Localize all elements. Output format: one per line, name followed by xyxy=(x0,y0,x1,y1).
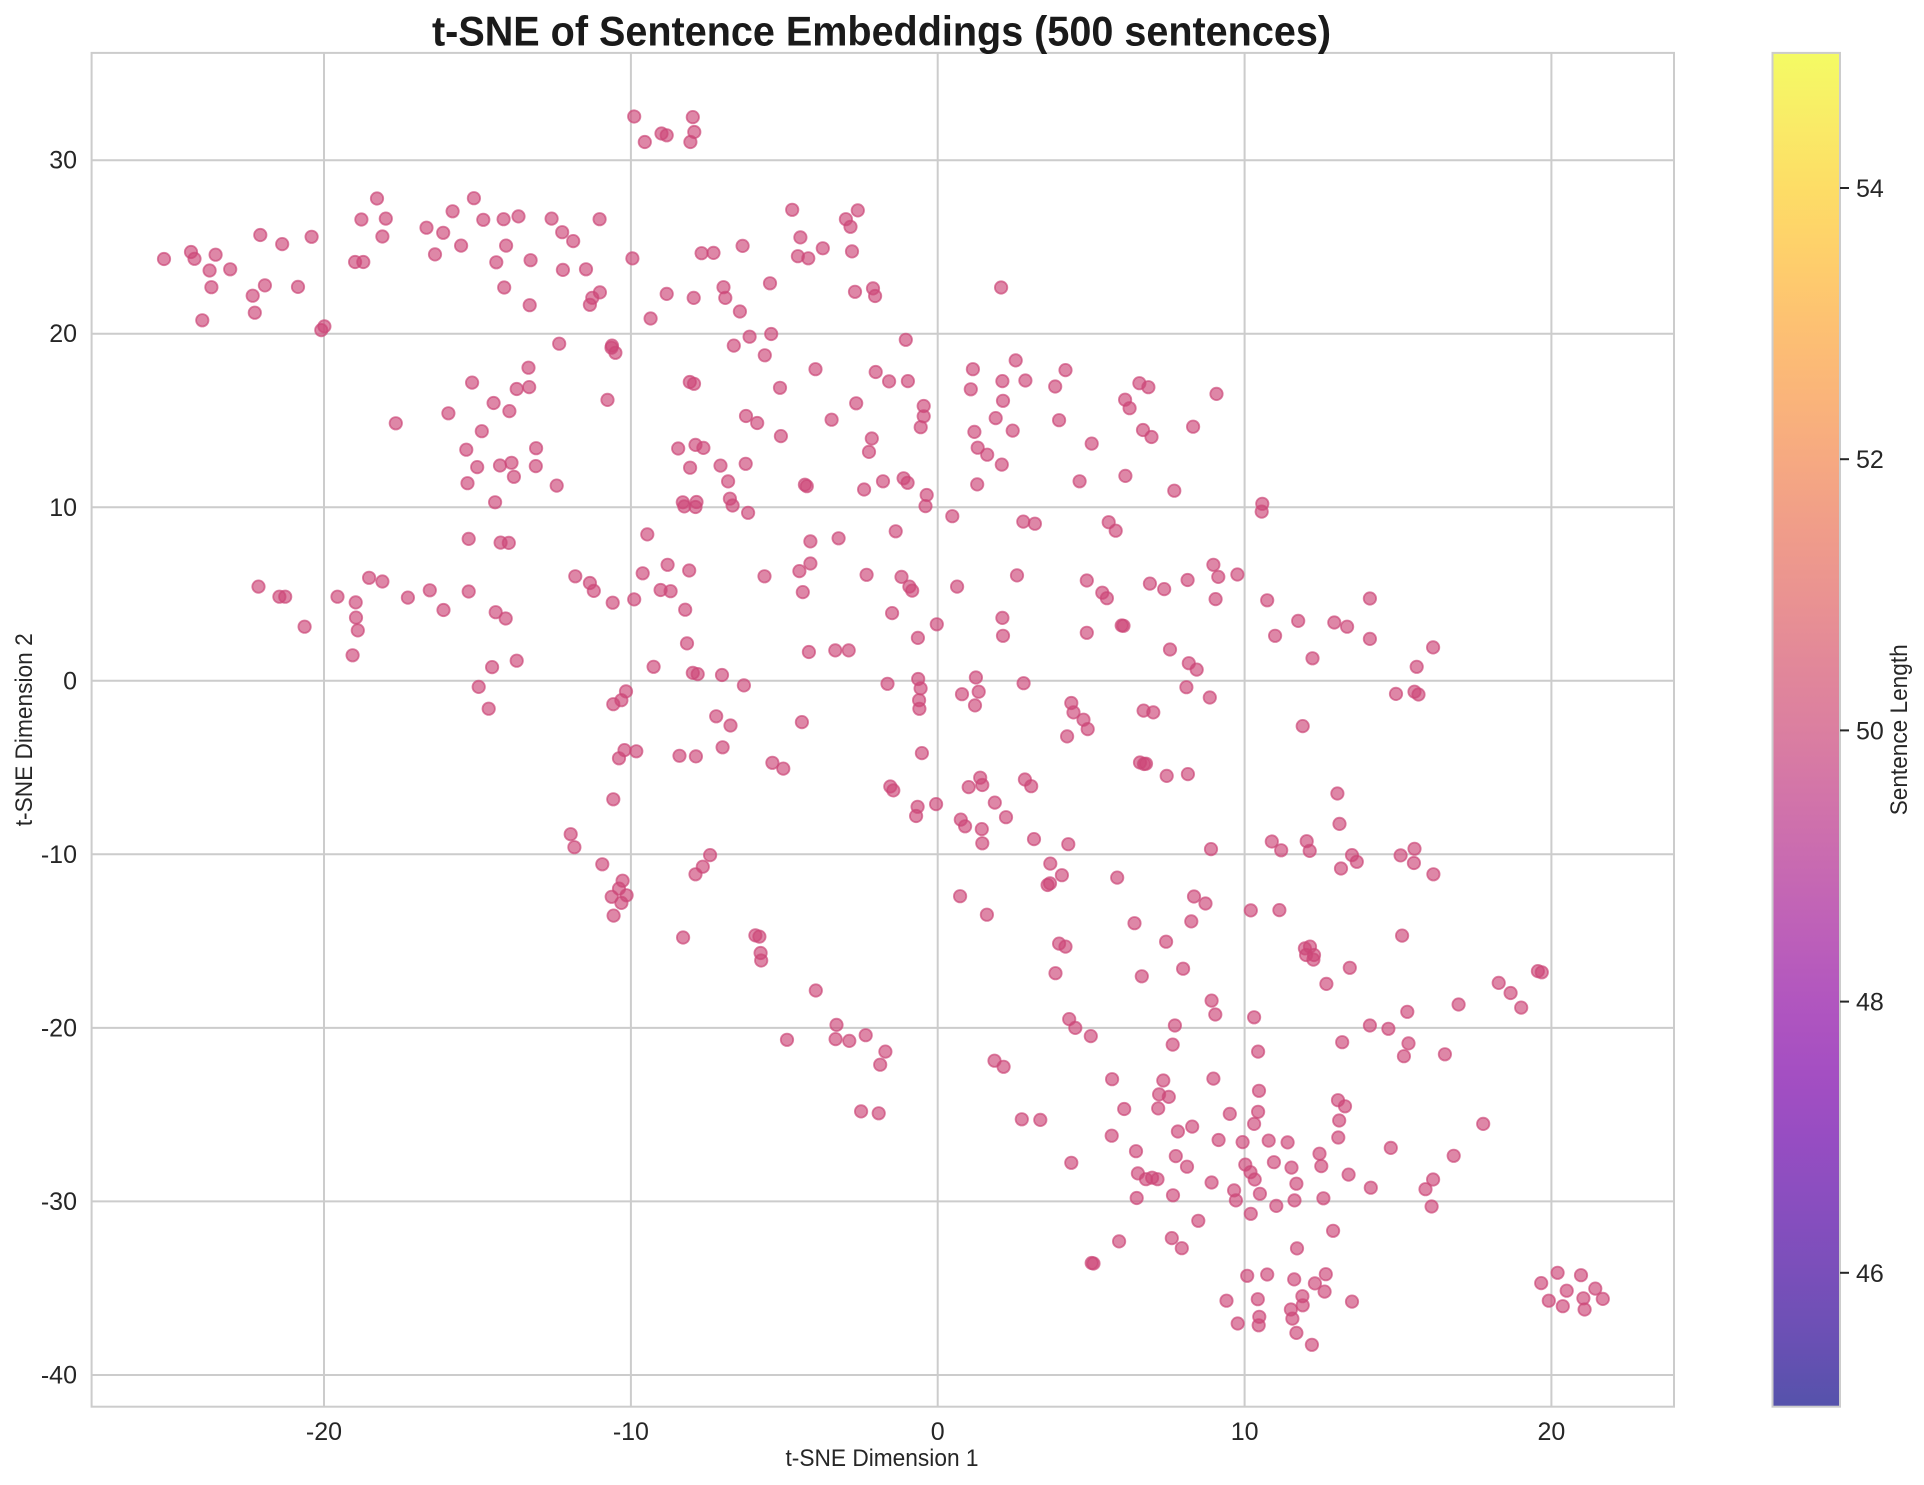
svg-text:-10: -10 xyxy=(41,841,77,869)
svg-text:t-SNE Dimension 2: t-SNE Dimension 2 xyxy=(11,633,38,826)
svg-text:t-SNE of Sentence Embeddings (: t-SNE of Sentence Embeddings (500 senten… xyxy=(432,8,1331,55)
svg-text:10: 10 xyxy=(1231,1418,1259,1446)
svg-text:Sentence Length: Sentence Length xyxy=(1886,644,1913,815)
svg-text:-20: -20 xyxy=(41,1014,77,1042)
svg-text:t-SNE Dimension 1: t-SNE Dimension 1 xyxy=(786,1445,979,1472)
svg-text:-20: -20 xyxy=(306,1418,342,1446)
svg-text:46: 46 xyxy=(1856,1260,1884,1288)
svg-text:52: 52 xyxy=(1856,446,1884,474)
svg-text:54: 54 xyxy=(1856,175,1884,203)
svg-text:-30: -30 xyxy=(41,1188,77,1216)
svg-text:-10: -10 xyxy=(613,1418,649,1446)
svg-text:48: 48 xyxy=(1856,989,1884,1017)
svg-text:10: 10 xyxy=(49,494,77,522)
svg-text:0: 0 xyxy=(63,667,77,695)
svg-text:20: 20 xyxy=(1537,1418,1565,1446)
svg-text:30: 30 xyxy=(49,147,77,175)
svg-text:0: 0 xyxy=(931,1418,945,1446)
svg-text:20: 20 xyxy=(49,320,77,348)
svg-text:50: 50 xyxy=(1856,717,1884,745)
svg-text:-40: -40 xyxy=(41,1362,77,1390)
